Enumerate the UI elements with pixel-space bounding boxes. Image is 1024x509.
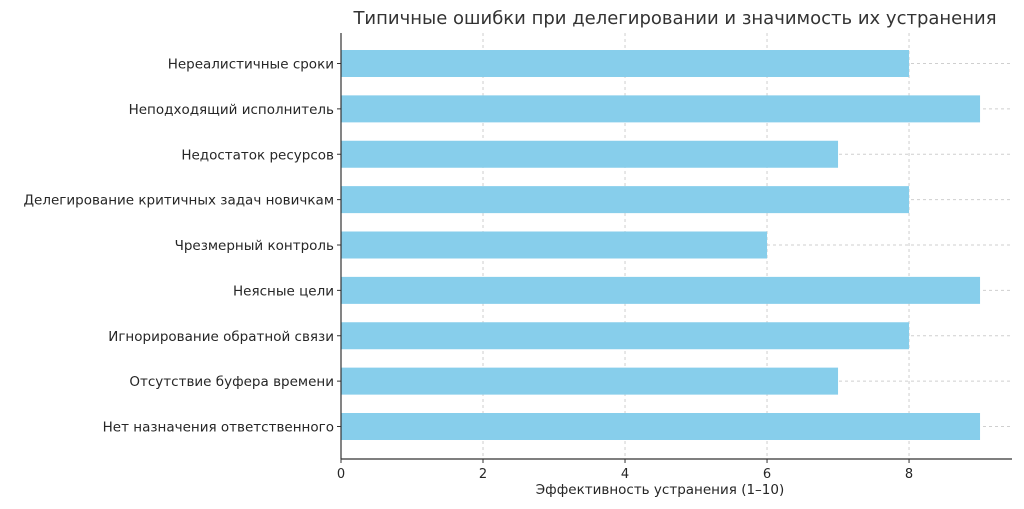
- category-label: Делегирование критичных задач новичкам: [23, 193, 334, 209]
- category-label: Нет назначения ответственного: [103, 420, 334, 436]
- x-tick-label: 0: [337, 467, 345, 482]
- category-label: Нереалистичные сроки: [168, 57, 334, 73]
- category-label: Отсутствие буфера времени: [129, 374, 334, 390]
- x-tick-label: 6: [763, 467, 771, 482]
- category-label: Неподходящий исполнитель: [129, 102, 334, 118]
- category-label: Неясные цели: [233, 283, 334, 299]
- bar: [341, 186, 910, 214]
- bar: [341, 140, 839, 168]
- chart-title: Типичные ошибки при делегировании и знач…: [352, 8, 996, 29]
- x-axis-label: Эффективность устранения (1–10): [536, 482, 785, 498]
- category-label: Недостаток ресурсов: [181, 147, 334, 163]
- bar: [341, 231, 768, 259]
- category-label: Игнорирование обратной связи: [108, 329, 334, 345]
- bar: [341, 50, 910, 77]
- category-label: Чрезмерный контроль: [175, 238, 334, 254]
- x-tick-label: 2: [479, 467, 487, 482]
- bar: [341, 276, 981, 304]
- bar: [341, 367, 839, 395]
- bar: [341, 322, 910, 350]
- x-tick-label: 8: [905, 467, 913, 482]
- bar: [341, 95, 981, 123]
- axes: 0 2 4 6 8: [337, 33, 1012, 482]
- bars: [341, 50, 981, 440]
- category-labels: Нереалистичные сроки Неподходящий исполни…: [23, 57, 334, 436]
- x-tick-label: 4: [621, 467, 629, 482]
- bar: [341, 413, 981, 440]
